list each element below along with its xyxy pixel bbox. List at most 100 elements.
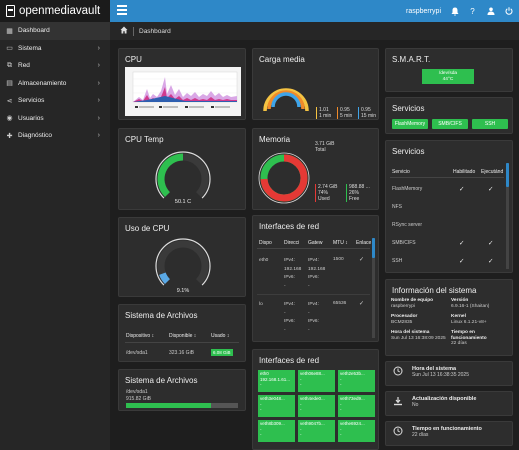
network-tiles-card: Interfaces de red eth0 192.168.1.61... - v…	[252, 349, 379, 450]
service-running-check-icon: ✓	[488, 240, 494, 247]
help-icon[interactable]: ?	[470, 6, 475, 16]
network-tile[interactable]: veth2e53b... - -	[338, 370, 375, 392]
cpu-temp-title: CPU Temp	[125, 135, 164, 144]
network-tile[interactable]: veth73ed9... - -	[338, 395, 375, 417]
sysinfo-kernel: Kernel Linux 6.1.21-v8+	[451, 314, 487, 325]
eth0-mtu: 1500	[333, 257, 344, 262]
sidebar-item-servicios[interactable]: ⋖ Servicios ›	[0, 92, 110, 110]
service-enabled-check-icon: ✓	[459, 258, 465, 265]
logo-text: openmediavault	[19, 5, 101, 17]
sidebar-item-label: Dashboard	[18, 27, 50, 35]
services-table-scrollbar[interactable]	[506, 163, 509, 269]
column-header-address[interactable]: Direcci	[284, 240, 300, 246]
network-tile[interactable]: veth9047b... - -	[298, 420, 335, 442]
column-header-device[interactable]: Dispositivo ↕	[126, 333, 155, 339]
sidebar-item-sistema[interactable]: ▭ Sistema ›	[0, 40, 110, 58]
network-table-scrollbar[interactable]	[372, 238, 375, 338]
lo-gateway: IPv4: - IPv6: -	[308, 302, 319, 333]
table-divider	[125, 342, 239, 343]
filesystem-table-card: Sistema de Archivos Dispositivo ↕ Dispon…	[118, 304, 246, 362]
lo-mtu: 65536	[333, 301, 347, 306]
sysinfo-processor: Procesador BCM2835	[391, 314, 418, 325]
smart-device-badge[interactable]: /dev/sda 44°C	[422, 69, 474, 84]
network-tile[interactable]: veth8b309... - -	[258, 420, 295, 442]
breadcrumb: Dashboard	[110, 22, 519, 40]
filesystem-bar-title: Sistema de Archivos	[125, 376, 198, 385]
sidebar-item-label: Red	[18, 62, 30, 70]
system-icon: ▭	[6, 45, 13, 53]
eth0-gateway: IPv4: 192.168 IPv6: -	[308, 258, 326, 289]
service-badge-ssh[interactable]: SSH	[472, 119, 508, 129]
sidebar-item-diagnostico[interactable]: ✚ Diagnóstico ›	[0, 127, 110, 145]
chevron-right-icon: ›	[97, 97, 100, 105]
network-table-card: Interfaces de red Dispo Direcci Gatew MT…	[252, 215, 379, 342]
column-header-link[interactable]: Enlace	[356, 240, 372, 246]
sidebar: ▦ Dashboard ▭ Sistema › ⧉ Red › ▤ Almace…	[0, 22, 110, 450]
power-icon[interactable]	[504, 7, 513, 16]
eth0-link-icon: ✓	[359, 257, 365, 263]
sidebar-item-usuarios[interactable]: ◉ Usuarios ›	[0, 110, 110, 128]
filesystem-table-title: Sistema de Archivos	[125, 311, 198, 320]
network-tile[interactable]: veth4ede0... - -	[298, 395, 335, 417]
service-enabled-check-icon: ✓	[459, 186, 465, 193]
network-tile[interactable]: veth06e88... - -	[298, 370, 335, 392]
uptime-card: Tiempo en funcionamiento 22 días	[385, 421, 513, 446]
sysinfo-system-time: Hora del sistema Sun Jul 13 16:38:09 2025	[391, 330, 446, 341]
system-time-label: Hora del sistema	[412, 366, 457, 372]
network-tile[interactable]: veth3e048... - -	[258, 395, 295, 417]
service-name: NFS	[392, 204, 402, 210]
column-header-running[interactable]: Ejecutánd	[481, 169, 504, 175]
eth0-address: IPv4: 192.168 IPv6: -	[284, 258, 302, 289]
column-header-gateway[interactable]: Gatew	[308, 240, 323, 246]
network-tiles-title: Interfaces de red	[259, 356, 320, 365]
memory-used: 2.74 GiB 74% Used	[315, 184, 337, 202]
column-header-device[interactable]: Dispo	[259, 240, 272, 246]
fs-bar-device: /dev/sda1	[126, 389, 148, 395]
services-table-title: Servicios	[392, 147, 425, 156]
breadcrumb-divider	[133, 26, 134, 36]
column-header-service[interactable]: Servicio	[392, 169, 410, 175]
chevron-right-icon: ›	[97, 62, 100, 70]
table-row: RSync server	[386, 220, 512, 232]
cpu-title: CPU	[125, 55, 142, 64]
services-badges-title: Servicios	[392, 104, 425, 113]
smart-title: S.M.A.R.T.	[392, 55, 431, 64]
menu-toggle-button[interactable]	[117, 5, 127, 15]
download-icon	[392, 396, 404, 408]
breadcrumb-dashboard: Dashboard	[139, 27, 171, 35]
smart-card: S.M.A.R.T. /dev/sda 44°C	[385, 48, 513, 92]
table-row: FlashMemory ✓ ✓	[386, 184, 512, 196]
column-header-used[interactable]: Usado ↕	[211, 333, 230, 339]
sidebar-item-almacenamiento[interactable]: ▤ Almacenamiento ›	[0, 75, 110, 93]
sidebar-item-red[interactable]: ⧉ Red ›	[0, 57, 110, 75]
services-table-card: Servicios Servicio Habilitado Ejecutánd …	[385, 140, 513, 273]
sidebar-item-label: Sistema	[18, 44, 42, 52]
service-enabled-check-icon: ✓	[459, 240, 465, 247]
fs-row-device: /dev/sda1	[126, 350, 148, 356]
logo[interactable]: openmediavault	[0, 0, 110, 22]
notifications-icon[interactable]	[450, 7, 459, 16]
cpu-usage-gauge	[155, 238, 211, 286]
chevron-right-icon: ›	[97, 114, 100, 122]
service-badge-smb[interactable]: SMB/CIFS	[432, 119, 468, 129]
clock-icon	[392, 366, 404, 378]
fs-bar-detail: 915.82 GiB	[126, 396, 152, 402]
table-row: eth0	[259, 258, 269, 263]
cpu-card: CPU	[118, 48, 246, 120]
home-icon[interactable]	[120, 26, 128, 36]
column-header-enabled[interactable]: Habilitado	[453, 169, 476, 175]
service-badge-flashmemory[interactable]: FlashMemory	[392, 119, 428, 129]
load-legend-15min: 0.95 15 min	[358, 107, 376, 119]
network-tile[interactable]: eth0 192.168.1.61... -	[258, 370, 295, 392]
memory-free: 988.88 ... 26% Free	[346, 184, 370, 202]
cpu-graph	[125, 67, 241, 116]
load-legend-5min: 0.95 5 min	[337, 107, 352, 119]
column-header-available[interactable]: Disponible ↕	[169, 333, 197, 339]
table-divider	[257, 248, 370, 249]
network-tile[interactable]: vethe6924... - -	[338, 420, 375, 442]
lo-address: IPv4: - IPv6: -	[284, 302, 295, 333]
column-header-mtu[interactable]: MTU ↕	[333, 240, 348, 246]
user-icon[interactable]	[486, 7, 495, 16]
sidebar-item-dashboard[interactable]: ▦ Dashboard	[0, 22, 110, 40]
sidebar-item-label: Almacenamiento	[18, 79, 67, 87]
